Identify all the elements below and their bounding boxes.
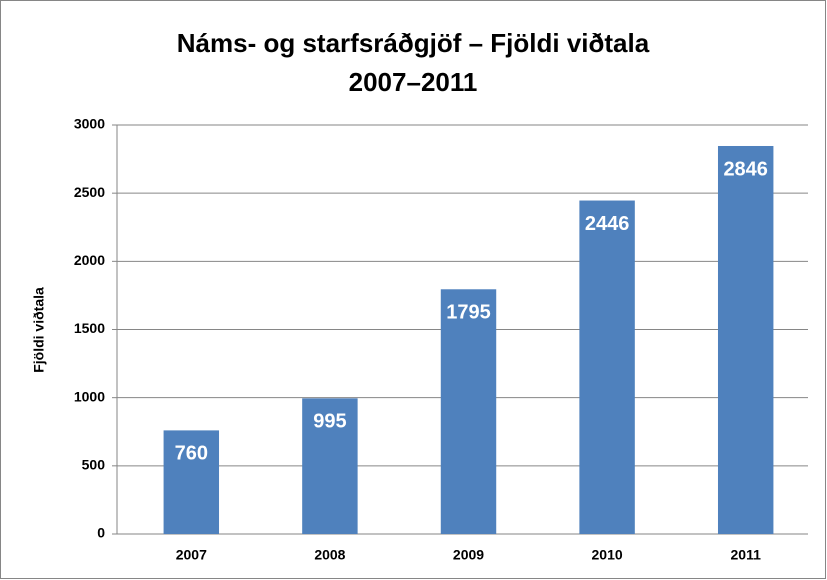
bar [717,145,774,534]
y-tick-label: 1500 [74,320,105,336]
x-tick-label: 2008 [314,547,345,563]
x-tick-label: 2007 [176,547,207,563]
data-label: 2446 [585,213,630,235]
data-label: 1795 [446,302,491,324]
data-label: 2846 [723,158,768,180]
bar [440,289,497,534]
chart-title: Náms- og starfsráðgjöf – Fjöldi viðtala [177,28,650,58]
data-label: 995 [313,411,346,433]
y-tick-label: 0 [97,525,105,541]
y-tick-label: 2000 [74,252,105,268]
x-tick-label: 2009 [453,547,484,563]
y-axis-label: Fjöldi viðtala [31,287,47,373]
x-tick-label: 2011 [731,547,762,563]
y-tick-label: 2500 [74,184,105,200]
data-label: 760 [175,443,208,465]
chart-subtitle: 2007–2011 [349,67,478,97]
bar [579,200,635,534]
bar [163,430,220,534]
y-tick-label: 500 [82,457,106,473]
x-tick-label: 2010 [592,547,623,563]
y-tick-label: 3000 [74,116,105,132]
bar [302,398,358,534]
y-tick-label: 1000 [74,388,105,404]
